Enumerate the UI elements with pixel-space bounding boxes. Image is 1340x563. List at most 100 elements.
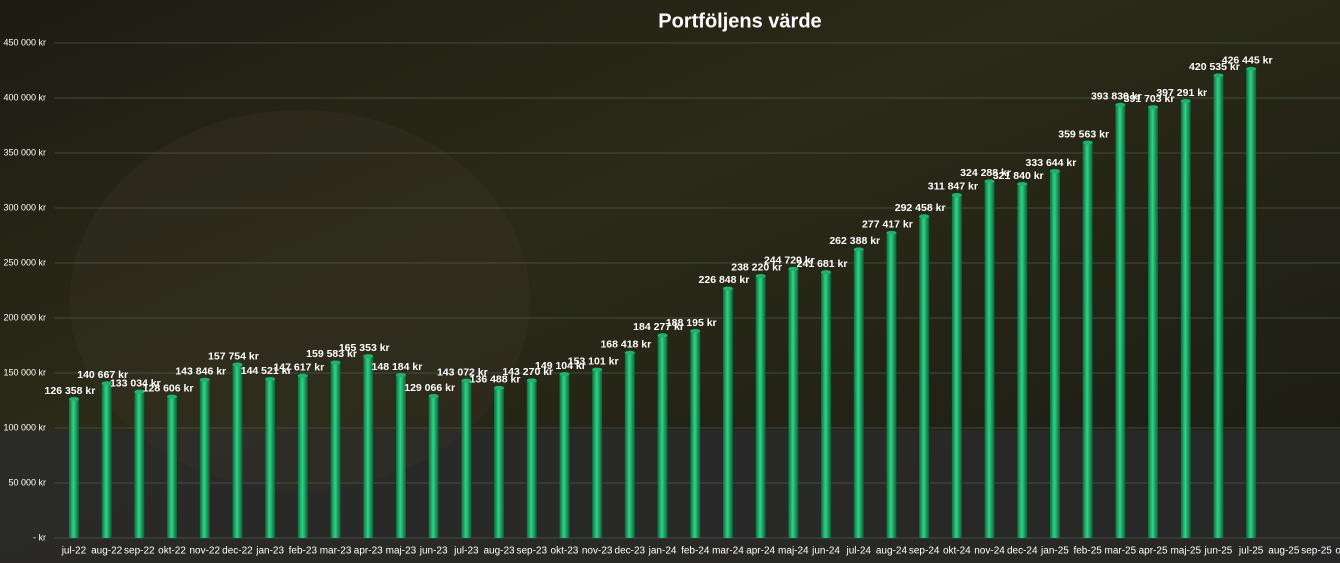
y-tick-label: 100 000 kr — [3, 422, 46, 432]
x-tick-label: nov-24 — [974, 546, 1005, 557]
bar-cap — [167, 394, 178, 399]
x-tick-label: dec-24 — [1007, 546, 1038, 557]
bar — [68, 399, 79, 538]
bar — [886, 232, 897, 538]
bar-cap — [853, 247, 864, 252]
bar-cap — [821, 270, 832, 275]
y-tick-label: 300 000 kr — [3, 202, 46, 212]
data-label: 133 034 kr — [110, 377, 161, 389]
data-label: 153 101 kr — [568, 355, 619, 367]
bar — [1082, 142, 1093, 538]
bar — [526, 380, 537, 538]
y-tick-label: 150 000 kr — [3, 367, 46, 377]
bar — [919, 216, 930, 538]
bar — [265, 379, 276, 538]
x-tick-label: feb-23 — [289, 546, 318, 557]
bar — [592, 369, 603, 538]
bar — [199, 379, 210, 538]
x-tick-label: jun-23 — [419, 546, 448, 557]
data-label: 148 184 kr — [372, 361, 423, 373]
data-label: 157 754 kr — [208, 350, 259, 362]
data-label: 140 667 kr — [77, 369, 128, 381]
x-tick-label: dec-23 — [615, 546, 646, 557]
x-tick-label: jan-24 — [648, 546, 677, 557]
data-label: 324 288 kr — [960, 167, 1011, 179]
bar-cap — [919, 214, 930, 219]
bar — [984, 181, 995, 538]
y-tick-label: 350 000 kr — [3, 147, 46, 157]
bar — [428, 396, 439, 538]
bar-cap — [101, 381, 112, 386]
bar-cap — [395, 372, 406, 377]
data-label: 277 417 kr — [862, 219, 913, 231]
bar — [722, 288, 733, 538]
data-label: 393 830 kr — [1091, 91, 1142, 103]
bar — [853, 249, 864, 538]
data-label: 420 535 kr — [1189, 61, 1240, 73]
bar — [167, 396, 178, 538]
data-label: 143 846 kr — [175, 366, 226, 378]
bar-cap — [199, 377, 210, 382]
x-tick-label: dec-22 — [222, 546, 253, 557]
bar-cap — [1017, 181, 1028, 186]
bar — [690, 330, 701, 538]
x-tick-label: aug-24 — [876, 546, 908, 557]
bar — [624, 352, 635, 538]
data-label: 144 521 kr — [241, 365, 292, 377]
bar — [461, 380, 472, 538]
bar-cap — [68, 397, 79, 402]
data-label: 159 583 kr — [306, 348, 357, 360]
data-label: 262 388 kr — [829, 235, 880, 247]
bar-cap — [1049, 168, 1060, 173]
bar-cap — [363, 354, 374, 359]
x-tick-label: jul-25 — [1238, 546, 1264, 557]
x-tick-label: nov-22 — [189, 546, 220, 557]
bar-cap — [592, 367, 603, 372]
bar — [330, 362, 341, 538]
data-label: 241 681 kr — [797, 258, 848, 270]
bar-cap — [951, 192, 962, 197]
x-tick-label: jan-25 — [1040, 546, 1069, 557]
bar — [395, 374, 406, 538]
bar-cap — [1115, 102, 1126, 107]
x-tick-label: mar-25 — [1105, 546, 1137, 557]
x-tick-label: sep-24 — [909, 546, 940, 557]
bar — [821, 272, 832, 538]
bar-cap — [559, 371, 570, 376]
data-label: 165 353 kr — [339, 342, 390, 354]
x-tick-label: maj-23 — [386, 546, 417, 557]
jar-decoration — [70, 110, 530, 490]
bar — [1246, 68, 1257, 539]
data-label: 188 195 kr — [666, 317, 717, 329]
data-label: 184 277 kr — [633, 321, 684, 333]
bar-cap — [886, 230, 897, 235]
x-tick-label: aug-22 — [91, 546, 123, 557]
bar — [494, 387, 505, 538]
x-tick-label: okt-23 — [551, 546, 579, 557]
x-tick-label: jul-24 — [846, 546, 872, 557]
data-label: 333 644 kr — [1026, 157, 1077, 169]
data-label: 143 072 kr — [437, 366, 488, 378]
bar-cap — [330, 360, 341, 365]
data-label: 238 220 kr — [731, 262, 782, 274]
x-tick-label: feb-25 — [1073, 546, 1102, 557]
bar-cap — [690, 328, 701, 333]
bar — [559, 373, 570, 538]
data-label: 136 488 kr — [470, 374, 521, 386]
bar — [232, 364, 243, 538]
x-tick-label: apr-23 — [354, 546, 383, 557]
data-label: 128 606 kr — [143, 382, 194, 394]
x-tick-label: okt-22 — [158, 546, 186, 557]
x-tick-label: jul-22 — [61, 546, 87, 557]
bar-cap — [788, 266, 799, 271]
bar — [657, 335, 668, 538]
bar — [788, 268, 799, 538]
x-tick-label: maj-24 — [778, 546, 809, 557]
bar-cap — [1246, 66, 1257, 71]
bar-cap — [134, 389, 145, 394]
bar-cap — [461, 378, 472, 383]
bar — [1148, 107, 1159, 538]
bar-cap — [232, 362, 243, 367]
data-label: 311 847 kr — [928, 181, 978, 193]
